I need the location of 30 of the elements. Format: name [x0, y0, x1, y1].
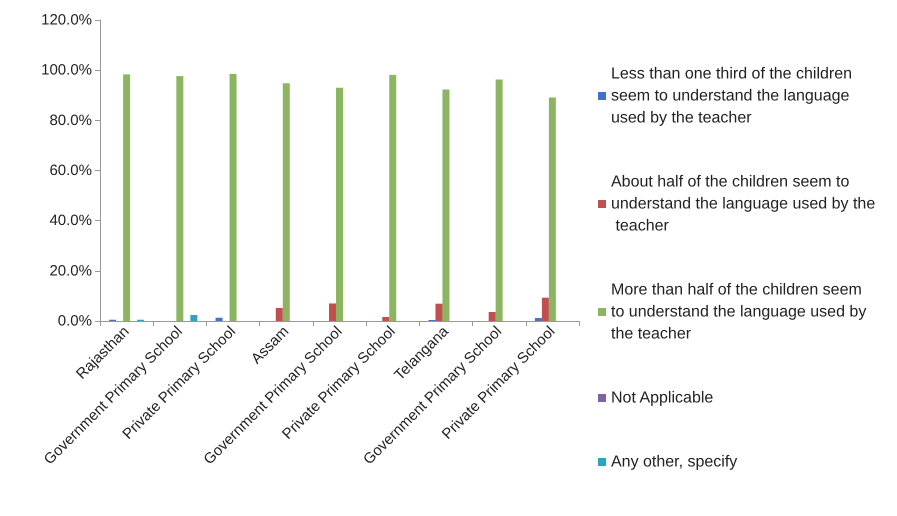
bar [534, 318, 542, 321]
y-tick-label: 80.0% [49, 112, 92, 129]
y-tick-label: 0.0% [58, 312, 92, 330]
y-tick-label: 20.0% [49, 262, 92, 280]
bar [542, 298, 549, 321]
y-tick-label: 100.0% [41, 62, 92, 79]
bar [488, 312, 496, 321]
bar [282, 83, 290, 321]
bar [389, 74, 396, 321]
legend-label: Not Applicable [611, 390, 714, 406]
bar [230, 74, 237, 321]
bar [190, 314, 198, 321]
bar [496, 79, 503, 321]
legend-label: Any other, specify [611, 454, 738, 470]
bar [276, 308, 283, 321]
bar [176, 76, 184, 321]
y-tick-label: 120.0% [41, 12, 92, 28]
bar [216, 318, 223, 321]
legend-label: About half of the children seem to understand the language used by the teacher [611, 174, 876, 234]
bar [548, 98, 556, 321]
y-tick-label: 60.0% [49, 162, 92, 179]
legend-label: Less than one third of the children seem to understand the language used by the teacher [611, 66, 856, 126]
y-tick-label: 40.0% [49, 212, 92, 230]
bar [382, 316, 390, 321]
legend-label: More than half of the children seem to understand the language used by the teacher [611, 282, 871, 342]
bar [123, 74, 130, 321]
bar [336, 88, 343, 321]
bar [435, 304, 442, 321]
bar [442, 89, 450, 321]
bar [329, 303, 336, 321]
